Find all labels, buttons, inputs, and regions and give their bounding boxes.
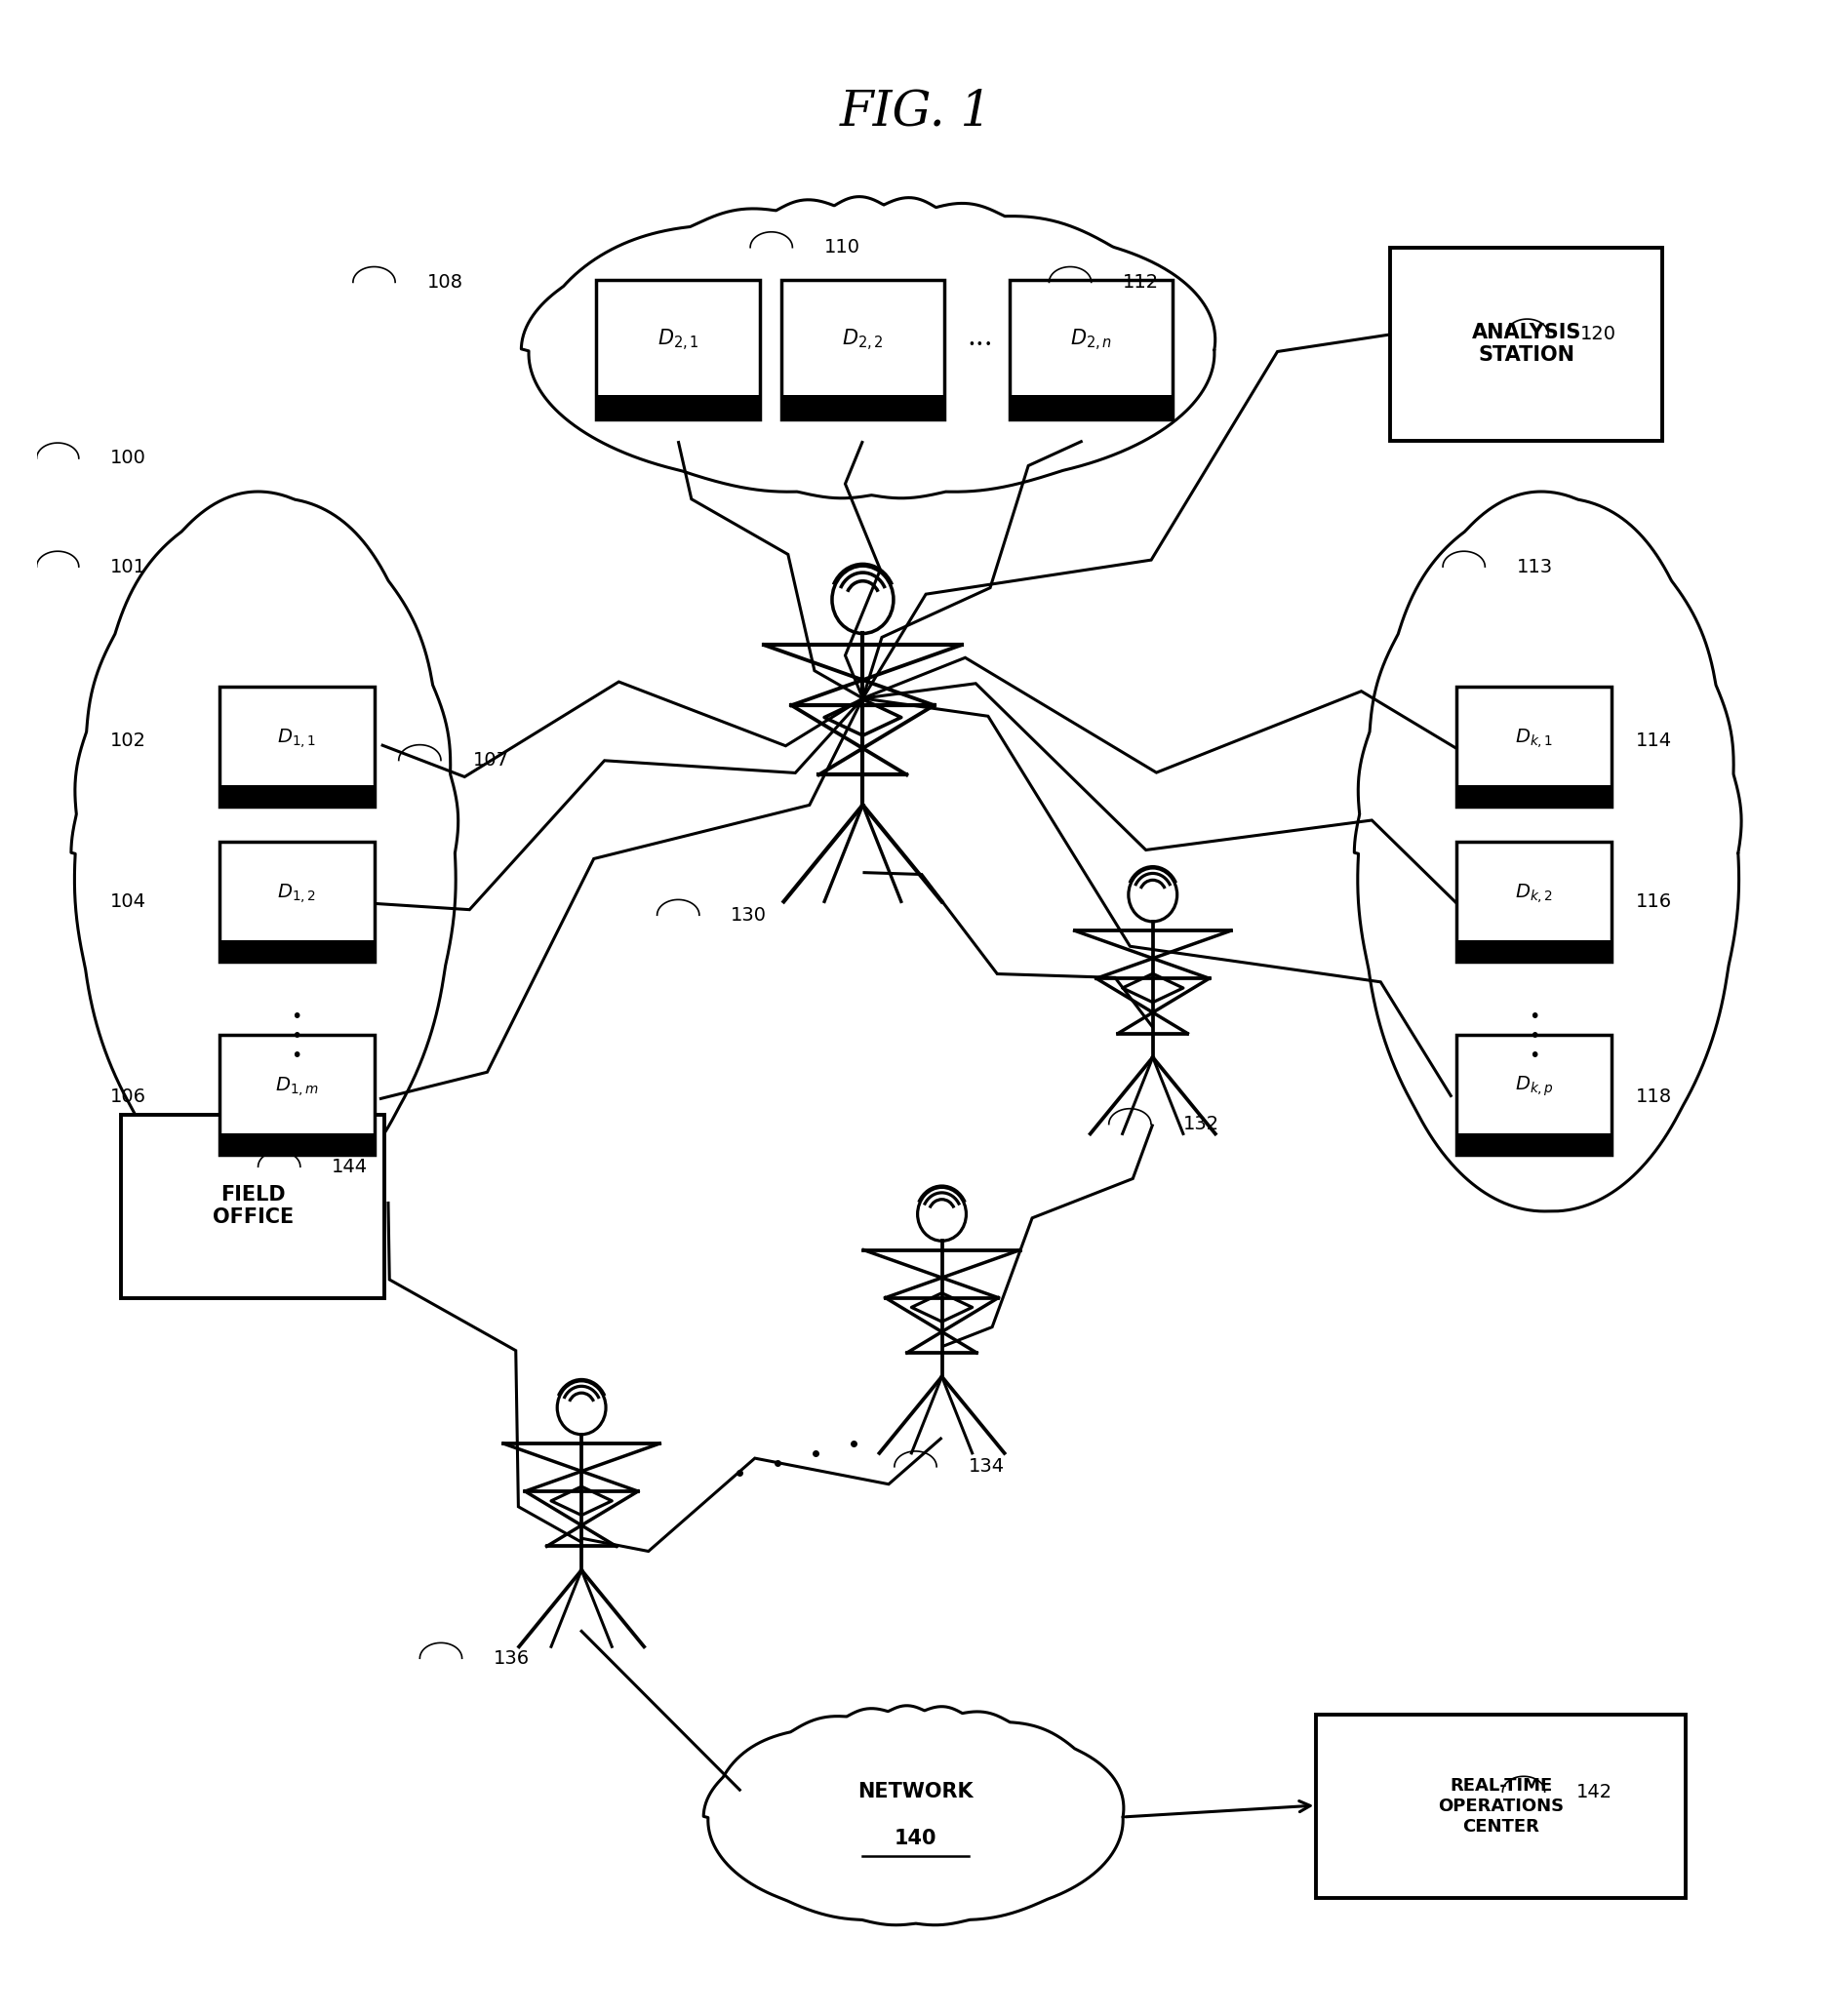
Text: 104: 104: [110, 893, 146, 911]
Bar: [1316, 1714, 1685, 1899]
Text: ANALYSIS
STATION: ANALYSIS STATION: [1472, 323, 1582, 365]
Text: •: •: [1529, 1008, 1540, 1026]
Bar: [220, 784, 374, 806]
Bar: [1009, 280, 1174, 419]
Text: •: •: [1529, 1046, 1540, 1064]
Text: REAL-TIME
OPERATIONS
CENTER: REAL-TIME OPERATIONS CENTER: [1437, 1778, 1564, 1835]
Bar: [1009, 395, 1174, 419]
Text: •: •: [291, 1008, 302, 1026]
Bar: [220, 939, 374, 962]
Text: $D_{k, 1}$: $D_{k, 1}$: [1514, 726, 1553, 750]
Text: 144: 144: [331, 1157, 368, 1175]
Text: 107: 107: [472, 752, 509, 770]
Text: 118: 118: [1637, 1089, 1672, 1107]
Text: 132: 132: [1183, 1115, 1219, 1133]
Text: 106: 106: [110, 1089, 146, 1107]
Bar: [220, 1034, 374, 1155]
Text: NETWORK: NETWORK: [857, 1782, 974, 1802]
Bar: [1390, 248, 1663, 442]
Text: $D_{2, 1}$: $D_{2, 1}$: [657, 327, 699, 353]
Text: FIELD
OFFICE: FIELD OFFICE: [212, 1185, 293, 1228]
Text: 100: 100: [110, 450, 146, 468]
Text: FIG. 1: FIG. 1: [839, 89, 992, 135]
Text: 136: 136: [494, 1649, 529, 1667]
Text: 134: 134: [969, 1458, 1005, 1476]
Text: $D_{1, 1}$: $D_{1, 1}$: [276, 726, 317, 750]
Text: 140: 140: [894, 1829, 937, 1849]
Bar: [1457, 1133, 1611, 1155]
Text: 114: 114: [1637, 732, 1672, 750]
Text: 142: 142: [1576, 1782, 1613, 1800]
Bar: [220, 841, 374, 962]
Text: •: •: [1529, 1028, 1540, 1046]
Bar: [597, 280, 760, 419]
Text: •: •: [291, 1046, 302, 1064]
Bar: [220, 687, 374, 806]
Text: $D_{k, 2}$: $D_{k, 2}$: [1514, 881, 1553, 905]
Bar: [782, 280, 945, 419]
Text: 130: 130: [731, 905, 767, 925]
Text: $D_{k, p}$: $D_{k, p}$: [1514, 1075, 1555, 1099]
Text: 102: 102: [110, 732, 146, 750]
Text: 101: 101: [110, 558, 146, 577]
Bar: [1457, 841, 1611, 962]
Text: •: •: [291, 1028, 302, 1046]
Bar: [1457, 784, 1611, 806]
Text: $D_{2, 2}$: $D_{2, 2}$: [842, 327, 884, 353]
Bar: [1457, 939, 1611, 962]
Text: $D_{1, m}$: $D_{1, m}$: [275, 1075, 319, 1099]
Text: $D_{1, 2}$: $D_{1, 2}$: [276, 881, 317, 905]
Text: 113: 113: [1516, 558, 1553, 577]
Text: ···: ···: [967, 333, 994, 359]
Text: $D_{2, n}$: $D_{2, n}$: [1071, 327, 1111, 353]
Bar: [1457, 1034, 1611, 1155]
Bar: [597, 395, 760, 419]
Text: 116: 116: [1637, 893, 1672, 911]
Bar: [220, 1133, 374, 1155]
Text: 110: 110: [824, 238, 861, 256]
Text: 108: 108: [427, 272, 463, 292]
Bar: [121, 1115, 385, 1298]
Text: 120: 120: [1580, 325, 1617, 345]
Bar: [782, 395, 945, 419]
Bar: [1457, 687, 1611, 806]
Text: 112: 112: [1122, 272, 1159, 292]
